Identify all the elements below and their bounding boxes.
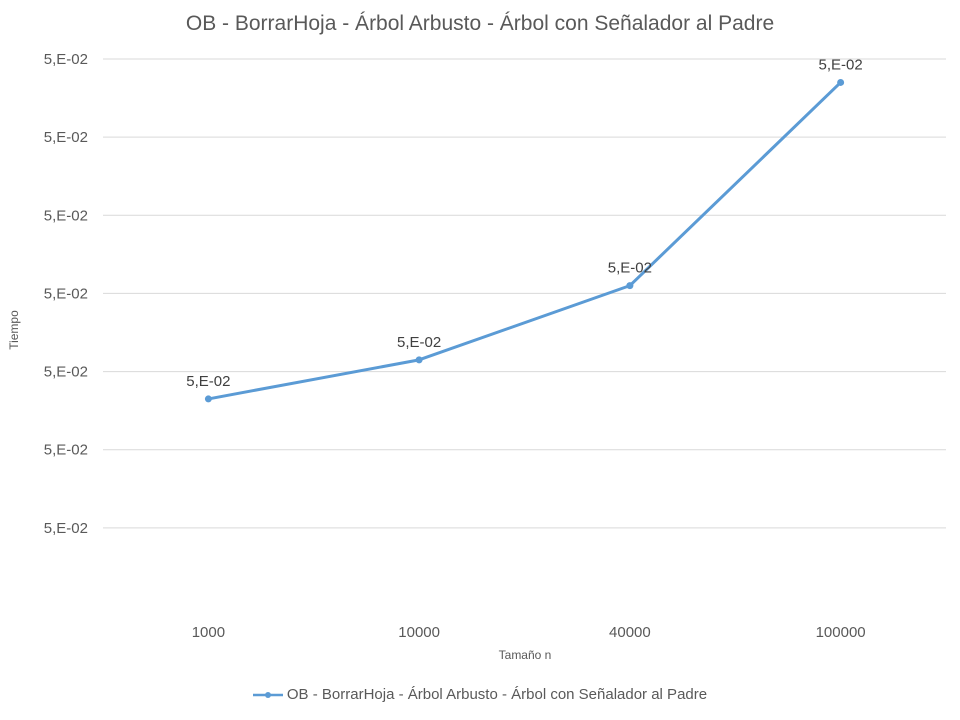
y-tick-label: 5,E-02	[44, 364, 88, 381]
x-tick-label: 10000	[398, 624, 440, 641]
x-tick-label: 1000	[192, 624, 225, 641]
legend-entry-label: OB - BorrarHoja - Árbol Arbusto - Árbol …	[286, 686, 708, 703]
data-point	[204, 395, 212, 403]
data-point	[626, 282, 634, 290]
y-tick-label: 5,E-02	[44, 285, 88, 302]
series-line	[208, 81, 842, 401]
data-label: 5,E-02	[819, 56, 863, 73]
y-tick-label: 5,E-02	[44, 442, 88, 459]
x-tick-label: 40000	[609, 624, 651, 641]
data-label: 5,E-02	[608, 260, 652, 277]
data-label: 5,E-02	[397, 334, 441, 351]
legend: OB - BorrarHoja - Árbol Arbusto - Árbol …	[0, 686, 960, 703]
data-point	[837, 78, 845, 86]
y-tick-label: 5,E-02	[44, 129, 88, 146]
x-tick-label: 100000	[816, 624, 866, 641]
data-point	[415, 356, 423, 364]
legend-line-swatch-icon	[252, 691, 283, 698]
x-axis-label: Tamaño n	[498, 648, 552, 662]
chart-title: OB - BorrarHoja - Árbol Arbusto - Árbol …	[185, 12, 775, 35]
data-label: 5,E-02	[186, 373, 230, 390]
y-tick-label: 5,E-02	[44, 51, 88, 68]
y-tick-label: 5,E-02	[44, 207, 88, 224]
y-tick-label: 5,E-02	[44, 520, 88, 537]
